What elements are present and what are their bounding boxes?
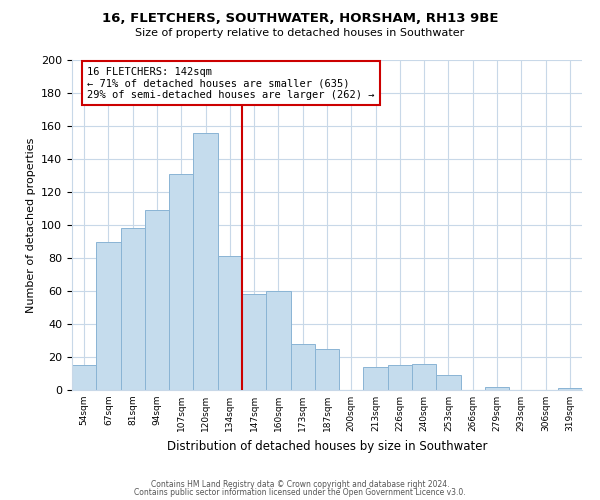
X-axis label: Distribution of detached houses by size in Southwater: Distribution of detached houses by size … — [167, 440, 487, 452]
Text: Contains public sector information licensed under the Open Government Licence v3: Contains public sector information licen… — [134, 488, 466, 497]
Bar — [145, 210, 169, 390]
Bar — [364, 367, 388, 390]
Bar — [72, 365, 96, 390]
Bar — [412, 364, 436, 390]
Bar — [121, 228, 145, 390]
Bar — [485, 386, 509, 390]
Bar — [315, 349, 339, 390]
Text: Contains HM Land Registry data © Crown copyright and database right 2024.: Contains HM Land Registry data © Crown c… — [151, 480, 449, 489]
Bar — [266, 291, 290, 390]
Bar — [558, 388, 582, 390]
Bar — [96, 242, 121, 390]
Text: Size of property relative to detached houses in Southwater: Size of property relative to detached ho… — [136, 28, 464, 38]
Bar — [436, 375, 461, 390]
Bar — [193, 132, 218, 390]
Y-axis label: Number of detached properties: Number of detached properties — [26, 138, 35, 312]
Bar — [169, 174, 193, 390]
Bar — [242, 294, 266, 390]
Bar — [388, 365, 412, 390]
Bar — [218, 256, 242, 390]
Text: 16 FLETCHERS: 142sqm
← 71% of detached houses are smaller (635)
29% of semi-deta: 16 FLETCHERS: 142sqm ← 71% of detached h… — [88, 66, 375, 100]
Text: 16, FLETCHERS, SOUTHWATER, HORSHAM, RH13 9BE: 16, FLETCHERS, SOUTHWATER, HORSHAM, RH13… — [102, 12, 498, 26]
Bar — [290, 344, 315, 390]
